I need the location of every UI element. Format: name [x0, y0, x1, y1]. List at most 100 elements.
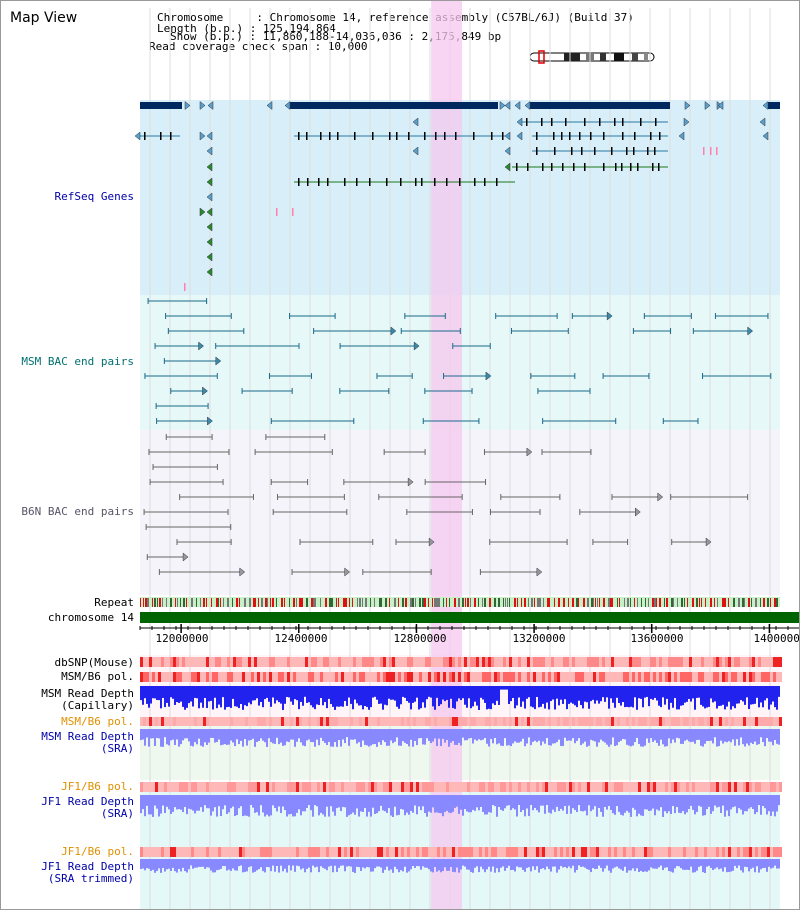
jf1-b6-pol-2-cell [779, 847, 782, 857]
msm-sra-depth-bar [760, 729, 762, 738]
jf1-b6-pol-cell [233, 782, 236, 792]
msm-b6-pol-sra-cell [602, 717, 605, 726]
jf1-b6-pol-cell [341, 782, 344, 792]
jf1-b6-pol-2-cell [692, 847, 695, 857]
msm-sra-depth-bar [454, 729, 456, 745]
msm-b6-pol-cell [479, 672, 482, 682]
dbsnp-density-cell [689, 657, 692, 667]
exon-mark [424, 132, 426, 140]
msm-b6-pol-cell [299, 672, 302, 682]
jf1-depth-bar [296, 795, 298, 813]
dbsnp-density-cell [347, 657, 350, 667]
jf1-trimmed-depth-bar [578, 859, 580, 866]
jf1-trimmed-depth-bar [754, 859, 756, 873]
msm-b6-pol-sra-cell [188, 717, 191, 726]
jf1-depth-bar [202, 795, 204, 812]
jf1-trimmed-depth-bar [170, 859, 172, 871]
jf1-b6-pol-2-cell [482, 847, 485, 857]
msm-b6-pol-sra-cell [389, 717, 392, 726]
jf1-trimmed-depth-bar [272, 859, 274, 866]
repeat-mark [677, 598, 678, 607]
msm-sra-depth-bar [556, 729, 558, 743]
msm-bac-pair-arrow [215, 356, 222, 366]
msm-b6-pol-sra-cell [146, 717, 149, 726]
msm-b6-pol-sra-cell [755, 717, 758, 726]
jf1-trimmed-depth-bar [368, 859, 370, 868]
msm-capillary-depth-bar [706, 686, 708, 708]
msm-b6-pol-cell [278, 672, 281, 682]
jf1-b6-pol-cell [482, 782, 485, 792]
jf1-b6-pol-cell [260, 782, 263, 792]
jf1-depth-bar [458, 795, 460, 814]
msm-sra-depth-bar [700, 729, 702, 746]
jf1-b6-pol-2-cell [569, 847, 572, 857]
jf1-b6-pol-cell [536, 782, 539, 792]
jf1-b6-pol-2-cell [218, 847, 221, 857]
msm-sra-depth-bar [180, 729, 182, 745]
jf1-trimmed-depth-bar [358, 859, 360, 868]
jf1-b6-pol-cell [758, 782, 761, 792]
exon-mark [356, 178, 358, 186]
jf1-b6-pol-cell [236, 782, 239, 792]
msm-b6-pol-sra-cell [665, 717, 668, 726]
msm-sra-depth-bar [242, 729, 244, 747]
repeat-mark [216, 598, 218, 607]
msm-b6-pol-sra-cell [269, 717, 272, 726]
jf1-depth-bar [668, 795, 670, 812]
msm-sra-depth-bar [320, 729, 322, 738]
msm-capillary-depth-bar [202, 686, 204, 708]
jf1-b6-pol-cell [503, 782, 506, 792]
jf1-depth-bar [154, 795, 156, 806]
msm-sra-depth-bar [748, 729, 750, 746]
jf1-b6-pol-cell [452, 782, 455, 792]
dbsnp-density-cell [503, 657, 506, 667]
msm-capillary-depth-bar [624, 686, 626, 708]
msm-sra-depth-bar [708, 729, 710, 742]
jf1-b6-pol-cell [518, 782, 521, 792]
dbsnp-density-cell [614, 657, 617, 667]
exon-mark [389, 132, 391, 140]
msm-b6-pol-sra-cell [575, 717, 578, 726]
msm-b6-pol-sra-cell [719, 717, 722, 726]
jf1-b6-pol-cell [239, 782, 242, 792]
msm-b6-pol-sra-cell [746, 717, 749, 726]
jf1-depth-bar [308, 795, 310, 805]
jf1-trimmed-depth-bar [494, 859, 496, 873]
msm-b6-pol-cell [212, 672, 215, 682]
msm-capillary-depth-bar [720, 686, 722, 706]
jf1-b6-pol-2-cell [182, 847, 185, 857]
jf1-depth-bar [274, 795, 276, 809]
dbsnp-density-cell [473, 657, 476, 667]
msm-b6-pol-cell [269, 672, 272, 682]
jf1-depth-bar [306, 795, 308, 808]
msm-sra-depth-bar [468, 729, 470, 739]
dbsnp-density-cell [260, 657, 263, 667]
jf1-b6-pol-2-cell [365, 847, 368, 857]
msm-b6-pol-sra-cell [341, 717, 344, 726]
msm-capillary-depth-bar [232, 686, 234, 699]
jf1-depth-bar [288, 795, 290, 815]
msm-capillary-depth-bar [754, 686, 756, 704]
msm-capillary-depth-bar [652, 686, 654, 700]
jf1-b6-pol-cell [248, 782, 251, 792]
chromosome-ideogram[interactable] [528, 50, 658, 66]
exon-mark [408, 132, 410, 140]
repeat-mark [591, 598, 593, 607]
jf1-depth-bar [338, 795, 340, 808]
msm-b6-pol-cell [752, 672, 755, 682]
dbsnp-density-cell [662, 657, 665, 667]
jf1-b6-pol-cell [563, 782, 566, 792]
jf1-b6-pol-2-cell [710, 847, 713, 857]
jf1-depth-bar [464, 795, 466, 810]
jf1-depth-bar [252, 795, 254, 808]
msm-capillary-depth-bar [686, 686, 688, 702]
jf1-b6-pol-2-cell [461, 847, 464, 857]
msm-sra-depth-bar [730, 729, 732, 743]
msm-sra-depth-bar [144, 729, 146, 746]
jf1-depth-bar [582, 795, 584, 812]
repeat-mark [345, 598, 347, 607]
gene-arrow [504, 131, 511, 141]
msm-sra-depth-bar [378, 729, 380, 743]
msm-b6-pol-cell [521, 672, 524, 682]
